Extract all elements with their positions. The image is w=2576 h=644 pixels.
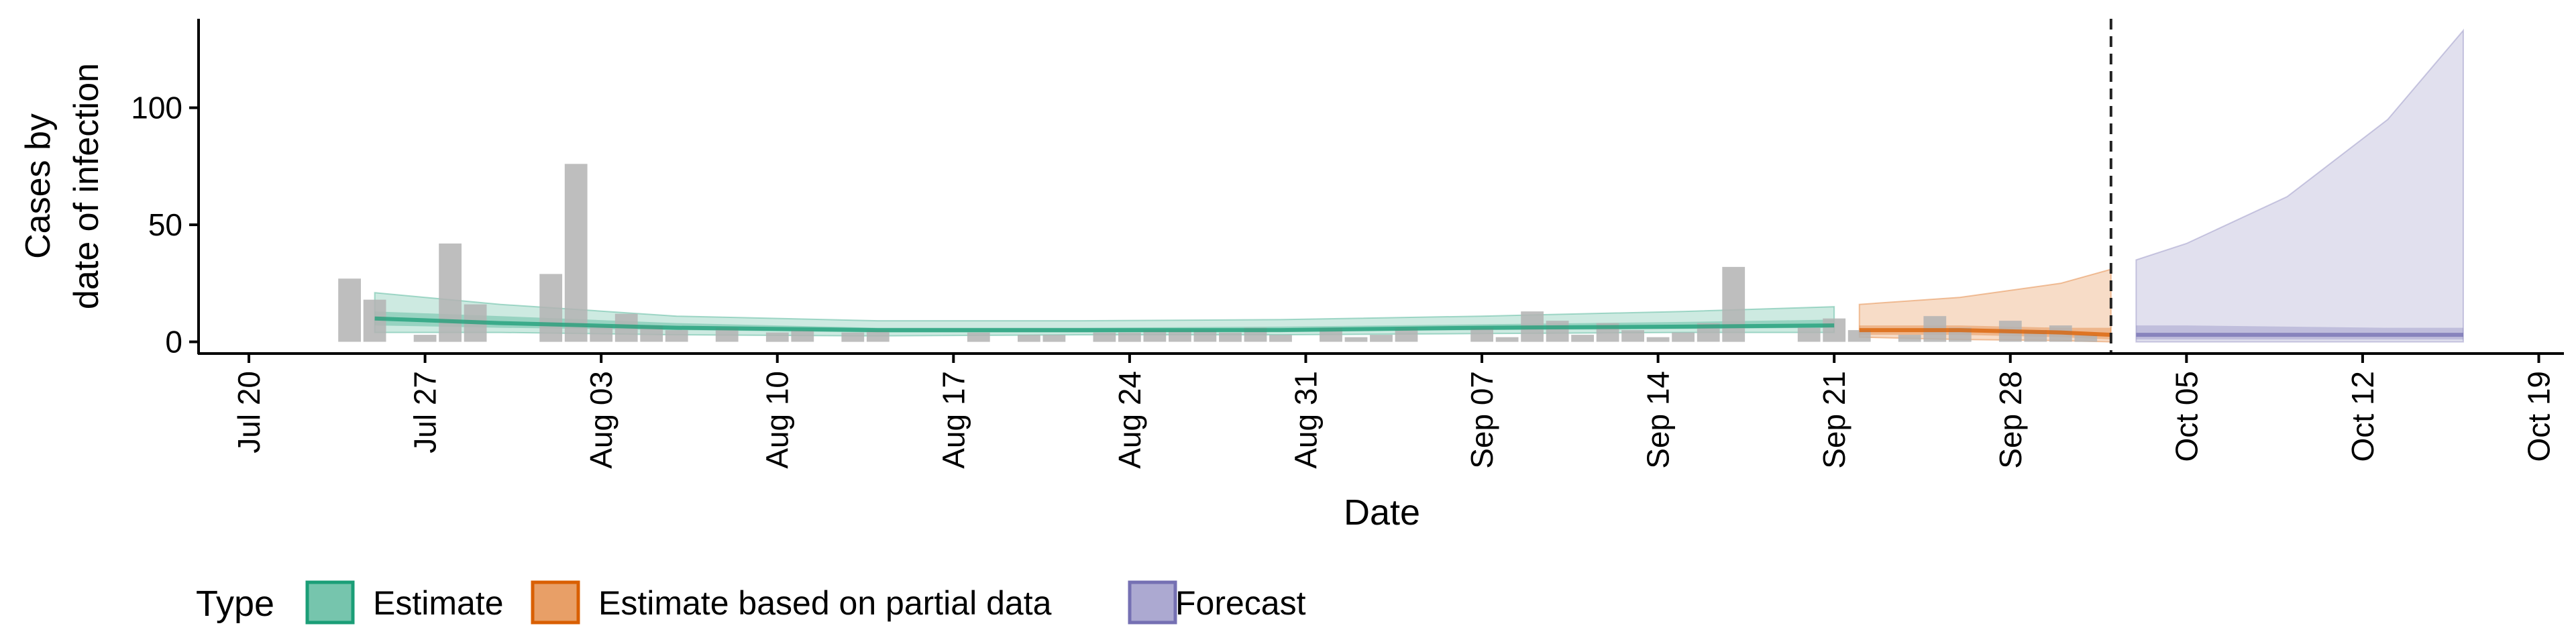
ribbon-90-forecast xyxy=(2135,28,2464,343)
case-bar xyxy=(1722,266,1746,342)
case-bar xyxy=(1193,330,1217,342)
case-bar xyxy=(715,327,739,342)
case-bar xyxy=(967,332,990,342)
x-tick-label: Aug 10 xyxy=(760,371,795,469)
case-bar xyxy=(1344,337,1368,342)
case-bar xyxy=(791,330,814,342)
x-tick-label: Aug 03 xyxy=(584,371,619,469)
case-bar xyxy=(1797,327,1821,342)
case-bar xyxy=(1118,332,1141,342)
case-bar xyxy=(1847,330,1871,342)
case-bar xyxy=(1395,327,1418,342)
x-tick-label: Oct 12 xyxy=(2345,371,2380,462)
case-bar xyxy=(590,325,613,342)
x-tick-label: Jul 27 xyxy=(408,371,443,453)
case-bar xyxy=(1169,330,1191,342)
case-bar xyxy=(1042,335,1066,342)
x-tick-label: Aug 31 xyxy=(1288,371,1323,469)
axes-layer: 0 50 100 Jul 20 Jul 27 Aug 03 Aug 10 Aug 17 Aug … xyxy=(131,19,2564,469)
case-bar xyxy=(539,274,563,342)
case-bar xyxy=(1621,330,1644,342)
median-line-estimate xyxy=(374,316,1835,333)
ribbon-layer xyxy=(374,28,2464,343)
x-tick-label: Aug 24 xyxy=(1112,371,1147,469)
case-bar xyxy=(439,244,462,342)
legend-label-partial: Estimate based on partial data xyxy=(598,584,1052,622)
case-bar xyxy=(1495,337,1519,342)
x-tick-label: Aug 17 xyxy=(936,371,971,469)
median-line-layer xyxy=(374,316,2463,337)
x-tick-label: Sep 14 xyxy=(1641,371,1676,469)
y-tick-label: 0 xyxy=(165,325,182,360)
case-bar xyxy=(665,330,688,342)
x-tick-label: Sep 07 xyxy=(1464,371,1499,469)
x-tick-label: Oct 05 xyxy=(2169,371,2204,462)
case-bar xyxy=(1093,332,1116,342)
legend: Type Estimate Estimate based on partial da… xyxy=(196,580,1306,625)
median-line-partial xyxy=(1859,328,2111,337)
case-bar xyxy=(2074,335,2098,342)
case-bar xyxy=(1219,332,1242,342)
x-tick-label: Sep 21 xyxy=(1817,371,1851,469)
case-bar xyxy=(338,278,361,342)
case-bar xyxy=(564,164,588,342)
case-bar xyxy=(1370,335,1393,342)
y-axis-label-line-1: Cases by xyxy=(19,113,58,259)
y-tick-label: 50 xyxy=(148,207,182,242)
x-axis-label: Date xyxy=(1344,492,1420,533)
case-bar xyxy=(1143,330,1167,342)
case-bar xyxy=(1546,321,1569,342)
case-bar xyxy=(1269,335,1292,342)
case-bar xyxy=(1672,332,1695,342)
case-bar xyxy=(1018,335,1040,342)
case-bar xyxy=(1571,335,1594,342)
case-bar xyxy=(1470,327,1493,342)
legend-key-partial xyxy=(531,580,580,625)
x-tick-label: Oct 19 xyxy=(2521,371,2556,462)
case-bar xyxy=(841,332,865,342)
case-bar xyxy=(866,330,890,342)
legend-title: Type xyxy=(196,584,274,624)
case-bar xyxy=(1823,318,1846,342)
case-bar xyxy=(1898,335,1921,342)
case-bar xyxy=(413,335,437,342)
legend-label-estimate: Estimate xyxy=(373,584,504,622)
case-bar xyxy=(1646,337,1670,342)
y-tick-label: 100 xyxy=(131,91,182,125)
x-tick-label: Jul 20 xyxy=(231,371,266,453)
legend-label-forecast: Forecast xyxy=(1175,584,1306,622)
case-bar xyxy=(765,332,789,342)
y-axis-label-line-2: date of infection xyxy=(67,63,106,309)
x-tick-label: Sep 28 xyxy=(1993,371,2028,469)
legend-key-estimate xyxy=(305,580,355,625)
legend-key-forecast xyxy=(1128,580,1177,625)
